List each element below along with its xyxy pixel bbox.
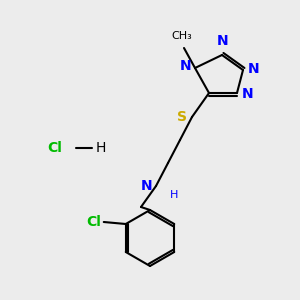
Text: Cl: Cl [47, 141, 62, 155]
Text: N: N [179, 59, 191, 73]
Text: Cl: Cl [86, 215, 101, 229]
Text: N: N [217, 34, 229, 48]
Text: CH₃: CH₃ [172, 31, 192, 41]
Text: N: N [242, 87, 254, 101]
Text: H: H [96, 141, 106, 155]
Text: N: N [140, 179, 152, 193]
Text: S: S [177, 110, 187, 124]
Text: N: N [248, 62, 260, 76]
Text: H: H [170, 190, 178, 200]
